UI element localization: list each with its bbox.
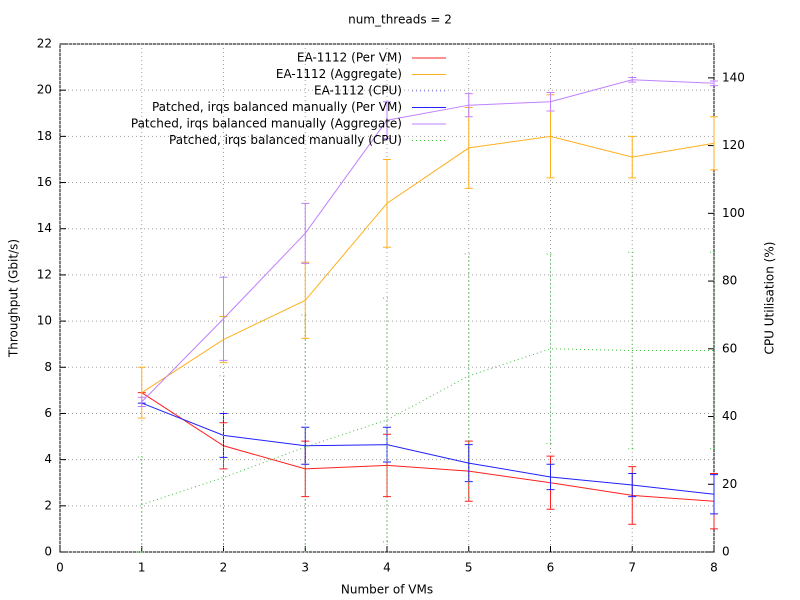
error-bar — [383, 297, 391, 543]
y2-tick-label: 60 — [722, 341, 737, 355]
x-tick-label: 0 — [56, 561, 64, 575]
error-bar — [628, 135, 637, 179]
error-bar — [137, 456, 146, 553]
y-tick-label: 0 — [44, 545, 52, 559]
y2-tick-label: 20 — [722, 477, 737, 491]
series-line — [141, 402, 715, 495]
x-tick-label: 7 — [628, 561, 636, 575]
x-tick-label: 6 — [547, 561, 555, 575]
legend-label: Patched, irqs balanced manually (Per VM) — [152, 100, 402, 114]
error-bar — [628, 251, 637, 450]
error-bar — [628, 76, 637, 83]
error-bar — [546, 253, 555, 445]
x-axis-label: Number of VMs — [341, 583, 433, 597]
y2-tick-label: 40 — [722, 409, 737, 423]
error-bar — [464, 93, 473, 118]
error-bar — [546, 91, 555, 112]
y2-tick-label: 0 — [722, 545, 730, 559]
x-tick-label: 8 — [710, 561, 718, 575]
error-bar — [219, 276, 228, 361]
legend-label: Patched, irqs balanced manually (Aggrega… — [131, 117, 402, 131]
error-bar — [137, 366, 146, 419]
series-line — [141, 348, 714, 506]
error-bar — [137, 396, 146, 408]
y-tick-label: 2 — [44, 498, 52, 512]
error-bar — [301, 202, 310, 264]
error-bar — [219, 375, 228, 553]
y-axis-label: Throughput (Gbit/s) — [7, 239, 21, 358]
y2-axis-label: CPU Utilisation (%) — [763, 242, 777, 355]
series-line — [141, 79, 715, 403]
y-tick-label: 4 — [44, 452, 52, 466]
y2-tick-label: 100 — [722, 206, 745, 220]
x-tick-label: 2 — [220, 561, 228, 575]
error-bar — [383, 101, 391, 140]
series-line — [141, 392, 715, 502]
y-tick-label: 6 — [44, 406, 52, 420]
x-tick-label: 1 — [138, 561, 146, 575]
y-tick-label: 8 — [44, 360, 52, 374]
error-bar — [710, 116, 718, 171]
y-tick-label: 16 — [37, 175, 52, 189]
x-tick-label: 5 — [465, 561, 473, 575]
legend-label: EA-1112 (CPU) — [314, 84, 402, 98]
y-tick-label: 22 — [37, 37, 52, 51]
error-bar — [710, 251, 718, 450]
error-bar — [301, 314, 310, 553]
error-bar — [383, 158, 391, 248]
error-bar — [546, 463, 555, 491]
legend-label: Patched, irqs balanced manually (CPU) — [169, 133, 402, 147]
y-tick-label: 20 — [37, 83, 52, 97]
chart-title: num_threads = 2 — [348, 13, 452, 27]
error-bar — [710, 474, 718, 515]
error-bar — [628, 472, 637, 498]
y-tick-label: 18 — [37, 129, 52, 143]
x-tick-label: 3 — [301, 561, 309, 575]
error-bar — [301, 261, 310, 339]
error-bar — [710, 80, 718, 87]
y2-tick-label: 140 — [722, 70, 745, 84]
y-tick-label: 14 — [37, 221, 52, 235]
legend-label: EA-1112 (Per VM) — [297, 51, 402, 65]
x-tick-label: 4 — [383, 561, 391, 575]
y2-tick-label: 120 — [722, 138, 745, 152]
y-tick-label: 10 — [37, 314, 52, 328]
error-bar — [464, 253, 473, 499]
y2-tick-label: 80 — [722, 274, 737, 288]
series-line — [141, 135, 715, 394]
legend-label: EA-1112 (Aggregate) — [276, 67, 402, 81]
y-tick-label: 12 — [37, 267, 52, 281]
